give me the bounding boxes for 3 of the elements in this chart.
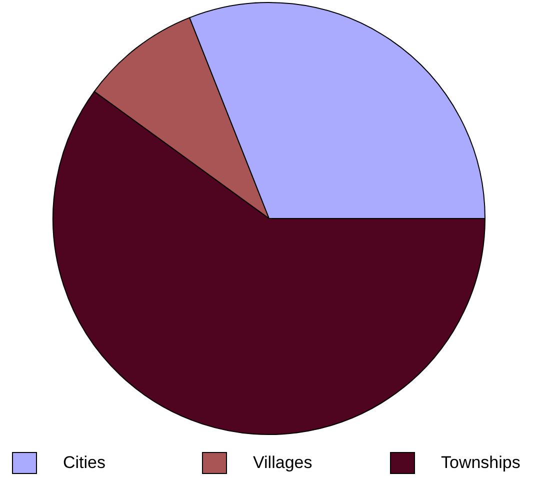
legend-label: Cities: [63, 453, 106, 473]
legend-label: Villages: [253, 453, 312, 473]
legend-label: Townships: [441, 453, 520, 473]
